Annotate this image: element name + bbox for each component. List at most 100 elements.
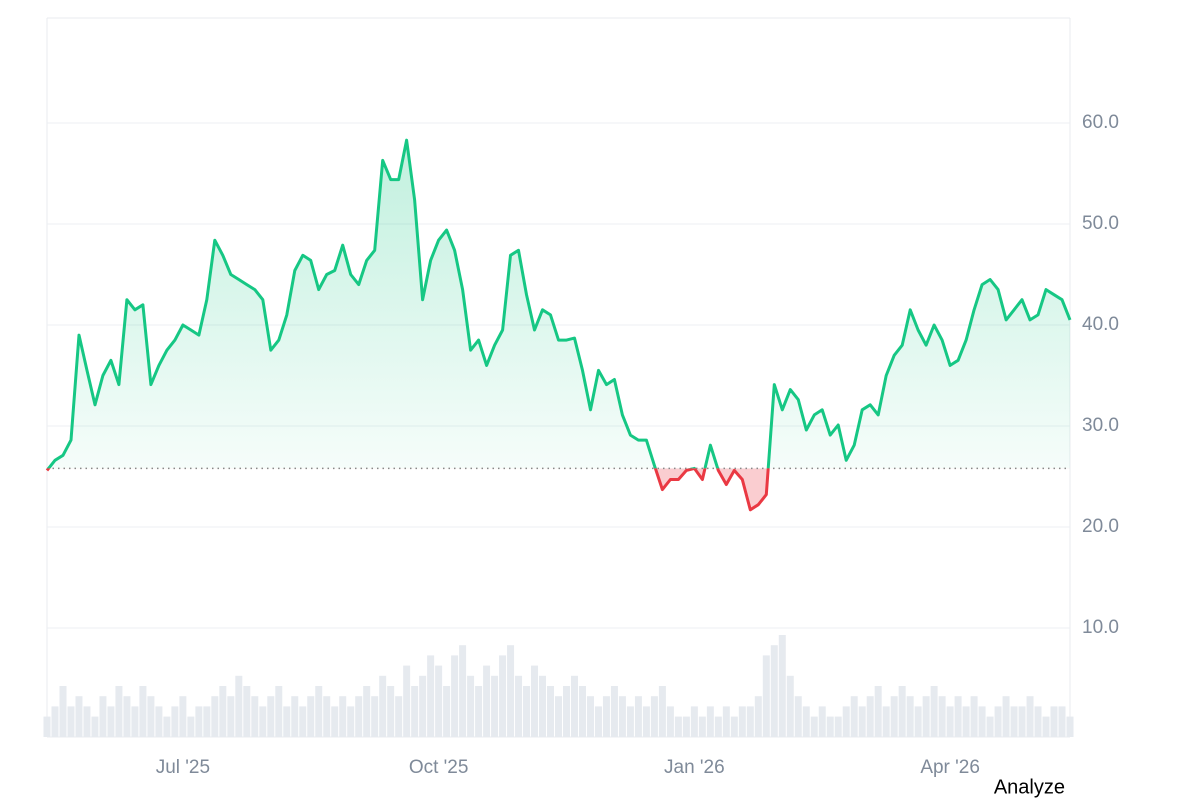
volume-bar [1002,696,1010,737]
volume-bar [291,696,299,737]
volume-bar [99,696,107,737]
volume-bar [850,696,858,737]
volume-bar [730,716,738,737]
volume-bar [315,686,323,737]
volume-bar [83,706,91,737]
volume-bar [922,696,930,737]
x-tick-label: Jan '26 [664,757,725,778]
volume-bar [858,706,866,737]
volume-bar [419,675,427,737]
y-tick-label: 20.0 [1082,516,1119,537]
volume-bar [371,696,379,737]
volume-bar [523,686,531,737]
volume-bar [1034,706,1042,737]
y-tick-label: 30.0 [1082,415,1119,436]
volume-bar [642,706,650,737]
volume-bar [115,686,123,737]
volume-bar [994,706,1002,737]
x-tick-label: Oct '25 [409,757,469,778]
volume-bar [427,655,435,737]
volume-bar [938,696,946,737]
volume-bar [578,686,586,737]
volume-bar [602,696,610,737]
volume-bar [531,665,539,737]
volume-bar [195,706,203,737]
volume-bar [658,686,666,737]
analyze-button[interactable]: Analyze [994,776,1065,798]
volume-bar [698,716,706,737]
y-tick-label: 40.0 [1082,314,1119,335]
volume-bar [826,716,834,737]
volume-bar [555,696,562,737]
volume-bar [1042,716,1050,737]
volume-bar [674,716,682,737]
volume-bar [890,696,898,737]
volume-bar [634,696,642,737]
volume-bar [443,686,451,737]
volume-bar [51,706,59,737]
volume-bar [243,686,251,737]
volume-bar [211,696,219,737]
volume-bar [179,696,187,737]
volume-bar [618,696,626,737]
volume-bar [459,645,467,737]
volume-bar [1058,706,1066,737]
volume-bar [435,665,443,737]
volume-bar [171,706,179,737]
volume-bar [307,696,315,737]
volume-bar [475,686,483,737]
volume-bar [283,706,291,737]
volume-bar [1018,706,1026,737]
volume-bar [898,686,906,737]
volume-bar [866,696,874,737]
volume-bar [626,706,634,737]
volume-bar [738,706,746,737]
volume-bar [610,686,618,737]
volume-bar [786,675,794,737]
volume-bar [978,706,986,737]
volume-bar [562,686,570,737]
x-tick-label: Apr '26 [920,757,980,778]
volume-bar [123,696,131,737]
volume-bar [874,686,882,737]
volume-bar [411,686,419,737]
volume-bar [323,696,331,737]
volume-bar [515,675,523,737]
volume-bar [547,686,555,737]
volume-bar [267,696,275,737]
volume-bar [347,706,355,737]
volume-bar [451,655,459,737]
volume-bar [107,706,115,737]
y-tick-label: 10.0 [1082,617,1119,638]
volume-bar [1010,706,1018,737]
volume-bar [594,706,602,737]
volume-bar [75,696,83,737]
line-up [46,138,1072,469]
volume-bar [570,675,578,737]
volume-bar [586,696,594,737]
volume-bar [746,706,754,737]
volume-bar [131,706,139,737]
volume-bar [499,655,507,737]
x-tick-label: Jul '25 [156,757,210,778]
volume-bar [834,716,842,737]
volume-bar [770,645,778,737]
volume-bar [235,675,243,737]
y-tick-label: 50.0 [1082,213,1119,234]
area-up [48,140,1070,469]
volume-bar [842,706,850,737]
volume-bar [43,716,51,737]
volume-bar [483,665,491,737]
volume-bar [155,706,163,737]
volume-bar [395,696,403,737]
volume-bar [275,686,283,737]
volume-bar [986,716,994,737]
volume-bar [1050,706,1058,737]
volume-bar [906,696,914,737]
volume-bar [507,645,515,737]
volume-bar [539,675,547,737]
volume-bar [682,716,690,737]
volume-bar [59,686,67,737]
